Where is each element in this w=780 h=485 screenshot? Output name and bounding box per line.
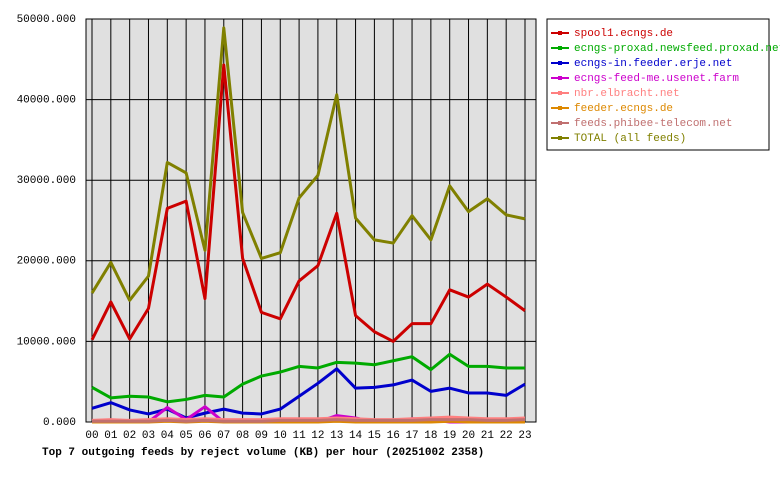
legend-marker — [558, 136, 562, 140]
y-tick-label: 0.000 — [43, 417, 76, 429]
x-tick-label: 20 — [462, 430, 475, 442]
x-tick-label: 01 — [104, 430, 118, 442]
x-tick-label: 15 — [368, 430, 381, 442]
x-tick-label: 10 — [274, 430, 287, 442]
x-tick-label: 16 — [387, 430, 400, 442]
legend-label: TOTAL (all feeds) — [574, 133, 686, 145]
x-tick-label: 02 — [123, 430, 136, 442]
series-line — [91, 352, 525, 404]
y-tick-label: 30000.000 — [17, 175, 76, 187]
legend-marker — [558, 121, 562, 125]
legend-marker — [558, 76, 562, 80]
chart-title: Top 7 outgoing feeds by reject volume (K… — [42, 447, 484, 459]
x-tick-label: 07 — [217, 430, 230, 442]
legend-label: ecngs-feed-me.usenet.farm — [574, 73, 739, 85]
legend-marker — [558, 106, 562, 110]
legend-marker — [558, 61, 562, 65]
x-tick-label: 12 — [311, 430, 324, 442]
x-tick-label: 09 — [255, 430, 268, 442]
x-tick-label: 18 — [424, 430, 437, 442]
x-tick-label: 19 — [443, 430, 456, 442]
series-line — [91, 415, 526, 422]
legend-marker — [558, 31, 562, 35]
x-tick-label: 13 — [330, 430, 343, 442]
legend-marker — [558, 91, 562, 95]
x-tick-label: 08 — [236, 430, 249, 442]
x-tick-label: 14 — [349, 430, 363, 442]
x-tick-label: 06 — [198, 430, 211, 442]
x-tick-label: 11 — [292, 430, 306, 442]
plot-area — [85, 18, 537, 423]
x-tick-label: 05 — [180, 430, 193, 442]
x-tick-label: 23 — [518, 430, 531, 442]
legend-label: spool1.ecngs.de — [574, 28, 673, 40]
legend-marker — [558, 46, 562, 50]
legend-label: ecngs-in.feeder.erje.net — [574, 58, 732, 70]
legend-box — [546, 18, 770, 151]
y-tick-label: 10000.000 — [17, 336, 76, 348]
x-tick-label: 04 — [161, 430, 175, 442]
x-tick-label: 03 — [142, 430, 155, 442]
series-line — [92, 418, 526, 423]
legend-label: nbr.elbracht.net — [574, 88, 680, 100]
legend-label: feeder.ecngs.de — [574, 103, 673, 115]
x-tick-label: 21 — [481, 430, 495, 442]
y-tick-label: 50000.000 — [17, 14, 76, 26]
x-tick-label: 00 — [85, 430, 98, 442]
series-line — [90, 26, 526, 302]
x-tick-label: 22 — [500, 430, 513, 442]
y-tick-label: 40000.000 — [17, 95, 76, 107]
series-line — [90, 63, 526, 343]
y-tick-label: 20000.000 — [17, 256, 76, 268]
legend-label: feeds.phibee-telecom.net — [574, 118, 732, 130]
legend-label: ecngs-proxad.newsfeed.proxad.net — [574, 43, 780, 55]
x-tick-label: 17 — [405, 430, 418, 442]
